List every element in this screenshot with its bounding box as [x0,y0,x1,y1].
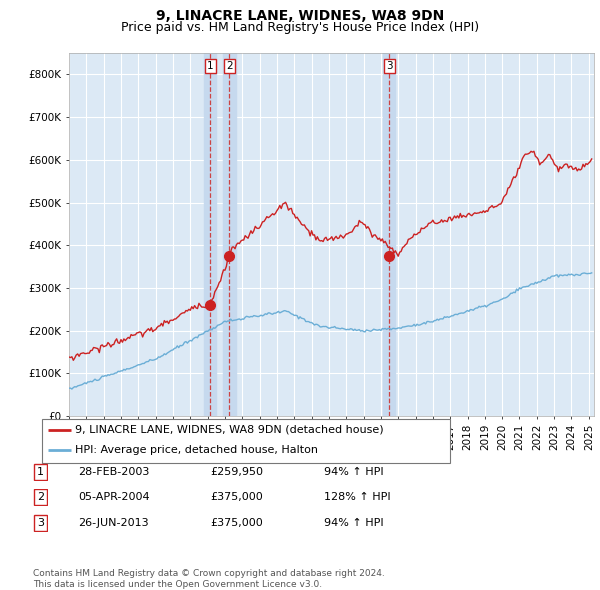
FancyBboxPatch shape [34,490,47,505]
Bar [223,53,236,416]
Text: 3: 3 [386,61,392,71]
FancyBboxPatch shape [34,514,47,531]
Text: £259,950: £259,950 [210,467,263,477]
Bar [383,53,395,416]
Text: 2: 2 [226,61,233,71]
Text: 28-FEB-2003: 28-FEB-2003 [78,467,149,477]
Text: 1: 1 [207,61,214,71]
FancyBboxPatch shape [34,464,47,480]
Text: 128% ↑ HPI: 128% ↑ HPI [324,493,391,502]
Text: HPI: Average price, detached house, Halton: HPI: Average price, detached house, Halt… [74,445,317,455]
Text: £375,000: £375,000 [210,518,263,527]
Text: 94% ↑ HPI: 94% ↑ HPI [324,518,383,527]
Text: Price paid vs. HM Land Registry's House Price Index (HPI): Price paid vs. HM Land Registry's House … [121,21,479,34]
Text: 94% ↑ HPI: 94% ↑ HPI [324,467,383,477]
Text: 1: 1 [37,467,44,477]
Text: Contains HM Land Registry data © Crown copyright and database right 2024.
This d: Contains HM Land Registry data © Crown c… [33,569,385,589]
FancyBboxPatch shape [42,419,450,463]
Text: 9, LINACRE LANE, WIDNES, WA8 9DN (detached house): 9, LINACRE LANE, WIDNES, WA8 9DN (detach… [74,425,383,435]
Text: 2: 2 [37,493,44,502]
Bar [205,53,217,416]
Text: 3: 3 [37,518,44,527]
Text: 26-JUN-2013: 26-JUN-2013 [78,518,149,527]
Text: 9, LINACRE LANE, WIDNES, WA8 9DN: 9, LINACRE LANE, WIDNES, WA8 9DN [156,9,444,23]
Text: £375,000: £375,000 [210,493,263,502]
Text: 05-APR-2004: 05-APR-2004 [78,493,149,502]
